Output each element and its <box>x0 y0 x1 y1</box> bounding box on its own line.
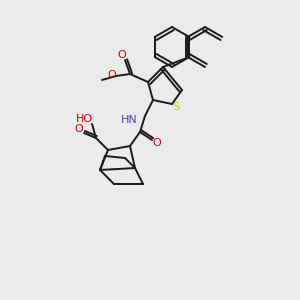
Text: O: O <box>118 50 126 60</box>
Text: HN: HN <box>121 115 138 125</box>
Text: O: O <box>108 70 116 80</box>
Text: HO: HO <box>75 114 93 124</box>
Text: O: O <box>75 124 83 134</box>
Text: S: S <box>172 102 180 112</box>
Text: O: O <box>153 138 161 148</box>
